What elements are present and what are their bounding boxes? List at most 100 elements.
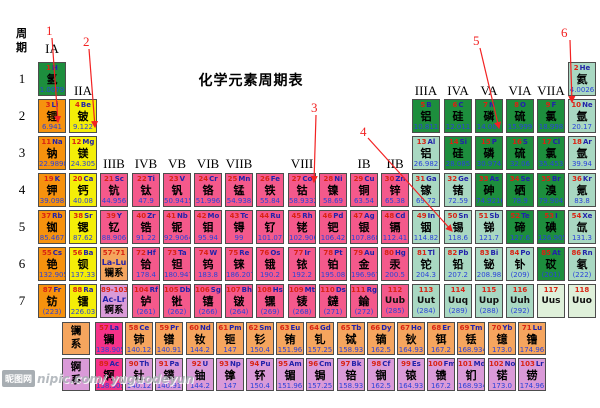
element-cell-Re[interactable]: 75Re 铼 186.207 xyxy=(225,247,253,281)
element-cell-Ba[interactable]: 56Ba 钡 137.33 xyxy=(69,247,97,281)
element-cell-Es[interactable]: 99Es 锿 164.93 xyxy=(397,358,425,391)
element-cell-K[interactable]: 19K 钾 39.098 xyxy=(38,173,66,207)
element-cell-Ru[interactable]: 44Ru 钌 101.07 xyxy=(256,210,284,244)
element-cell-F[interactable]: 9F 氯 18.998 xyxy=(537,99,565,133)
element-cell-Uup[interactable]: 115 Uup (288) xyxy=(475,284,503,318)
element-cell-Au[interactable]: 79Au 金 196.967 xyxy=(350,247,378,281)
element-cell-Si[interactable]: 14Si 硅 28.085 xyxy=(444,136,472,170)
element-cell-Be[interactable]: 4Be 铍 9.122 xyxy=(69,99,97,133)
element-cell-Nb[interactable]: 41Nb 铌 92.9064 xyxy=(163,210,191,244)
element-cell-Ra[interactable]: 88Ra 镭 226.03 xyxy=(69,284,97,318)
element-cell-He[interactable]: 2He 氦 4.0026 xyxy=(568,62,596,96)
element-cell-Sn[interactable]: 50Sn 锡 118.6 xyxy=(444,210,472,244)
element-cell-Rb[interactable]: 37Rb 铷 85.467 xyxy=(38,210,66,244)
element-cell-Ds[interactable]: 110Ds 鐽 (271) xyxy=(319,284,347,318)
element-cell-Pa[interactable]: 91Pa 镤 140.91 xyxy=(155,358,183,391)
element-cell-Mg[interactable]: 12Mg 镁 24.305 xyxy=(69,136,97,170)
element-cell-Na[interactable]: 11Na 钠 22.9898 xyxy=(38,136,66,170)
element-cell-Fm[interactable]: 100Fm 镄 167.2 xyxy=(427,358,455,391)
element-cell-Cl[interactable]: 17Cl 氯 35.453 xyxy=(537,136,565,170)
element-cell-Zn[interactable]: 30Zn 锌 65.38 xyxy=(381,173,409,207)
element-cell-Ir[interactable]: 77Ir 铱 192.2 xyxy=(288,247,316,281)
element-cell-Hf[interactable]: 72Hf 铪 178.4 xyxy=(132,247,160,281)
element-cell-Tm[interactable]: 69Tm 铥 168.934 xyxy=(457,322,485,355)
element-cell-Dy[interactable]: 66Dy 镝 162.5 xyxy=(367,322,395,355)
element-cell-H[interactable]: 1H 氢 1.0079 xyxy=(38,62,66,96)
element-cell-Bi[interactable]: 83Bi 铋 208.98 xyxy=(475,247,503,281)
element-cell-Cu[interactable]: 29Cu 铜 63.54 xyxy=(350,173,378,207)
element-cell-In[interactable]: 49In 铟 114.82 xyxy=(412,210,440,244)
element-cell-Se[interactable]: 34Se 硒 78.9 xyxy=(506,173,534,207)
element-cell-Th[interactable]: 90Th 钍 140.12 xyxy=(125,358,153,391)
element-cell-Bh[interactable]: 107Bh 𬭛 (264) xyxy=(225,284,253,318)
element-cell-Kr[interactable]: 36Kr 氪 83.8 xyxy=(568,173,596,207)
element-cell-La-Lu[interactable]: 57-71 La-Lu 镧系 xyxy=(100,247,128,281)
element-cell-P[interactable]: 15P 磷 30.974 xyxy=(475,136,503,170)
element-cell-Hs[interactable]: 108Hs 𬭶 (269) xyxy=(256,284,284,318)
element-cell-N[interactable]: 7N 磷 14.007 xyxy=(475,99,503,133)
element-cell-As[interactable]: 33As 砷 74.9216 xyxy=(475,173,503,207)
element-cell-Rh[interactable]: 45Rh 铑 102.906 xyxy=(288,210,316,244)
element-cell-Cr[interactable]: 24Cr 铬 51.996 xyxy=(194,173,222,207)
element-cell-Tl[interactable]: 81Tl 铊 204.3 xyxy=(412,247,440,281)
element-cell-Ge[interactable]: 32Ge 锗 72.59 xyxy=(444,173,472,207)
element-cell-U[interactable]: 92U 铀 144.2 xyxy=(186,358,214,391)
element-cell-Am[interactable]: 95Am 镅 151.96 xyxy=(276,358,304,391)
element-cell-Sb[interactable]: 51Sb 锑 121.7 xyxy=(475,210,503,244)
element-cell-B[interactable]: 5B 铝 10.811 xyxy=(412,99,440,133)
element-cell-Br[interactable]: 35Br 溴 79.904 xyxy=(537,173,565,207)
element-cell-Cm[interactable]: 96Cm 锔 157.25 xyxy=(306,358,334,391)
element-cell-Mn[interactable]: 25Mn 锰 54.938 xyxy=(225,173,253,207)
element-cell-Gd[interactable]: 64Gd 钆 157.25 xyxy=(306,322,334,355)
element-cell-Uuq[interactable]: 114 Uuq (289) xyxy=(444,284,472,318)
element-cell-Sr[interactable]: 38Sr 锶 87.62 xyxy=(69,210,97,244)
element-cell-Fr[interactable]: 87Fr 钫 (223) xyxy=(38,284,66,318)
element-cell-Cf[interactable]: 98Cf 锎 162.5 xyxy=(367,358,395,391)
element-cell-Pr[interactable]: 59Pr 镨 140.91 xyxy=(155,322,183,355)
element-cell-Db[interactable]: 105Db 𬭊 (262) xyxy=(163,284,191,318)
element-cell-Ca[interactable]: 20Ca 钙 40.08 xyxy=(69,173,97,207)
element-cell-V[interactable]: 23V 钒 50.9415 xyxy=(163,173,191,207)
element-cell-Al[interactable]: 13Al 铝 26.982 xyxy=(412,136,440,170)
element-cell-I[interactable]: 53I 碘 126.905 xyxy=(537,210,565,244)
element-cell-Li[interactable]: 3Li 锂 6.941 xyxy=(38,99,66,133)
element-cell-Po[interactable]: 84Po 钋 (209) xyxy=(506,247,534,281)
element-cell-Np[interactable]: 93Np 镎 147 xyxy=(216,358,244,391)
element-cell-Lu[interactable]: 71Lu 镥 174.96 xyxy=(518,322,546,355)
element-cell-Eu[interactable]: 63Eu 铕 151.96 xyxy=(276,322,304,355)
element-cell-Rf[interactable]: 104Rf 𬬻 (261) xyxy=(132,284,160,318)
element-cell-Sm[interactable]: 62Sm 钐 150.4 xyxy=(246,322,274,355)
element-cell-Sc[interactable]: 21Sc 钪 44.956 xyxy=(100,173,128,207)
element-cell-Pm[interactable]: 61Pm 钷 147 xyxy=(216,322,244,355)
element-cell-Fe[interactable]: 26Fe 铁 55.84 xyxy=(256,173,284,207)
element-cell-Ac[interactable]: 89Ac 锕 138.905 xyxy=(95,358,123,391)
element-cell-Tc[interactable]: 43Tc 锝 99 xyxy=(225,210,253,244)
element-cell-Y[interactable]: 39Y 钇 88.906 xyxy=(100,210,128,244)
element-cell-Ac-Lr[interactable]: 89-103 Ac-Lr 锕系 xyxy=(100,284,128,318)
element-cell-Co[interactable]: 27Co 钴 58.9332 xyxy=(288,173,316,207)
element-cell-Ar[interactable]: 18Ar 氩 39.94 xyxy=(568,136,596,170)
element-cell-Xe[interactable]: 54Xe 氙 131.3 xyxy=(568,210,596,244)
element-cell-Uuh[interactable]: 116 Uuh (292) xyxy=(506,284,534,318)
element-cell-Bk[interactable]: 97Bk 锫 158.93 xyxy=(337,358,365,391)
element-cell-C[interactable]: 6C 硅 12.011 xyxy=(444,99,472,133)
element-cell-At[interactable]: 85At 砹 (201) xyxy=(537,247,565,281)
element-cell-Rn[interactable]: 86Rn 氡 (222) xyxy=(568,247,596,281)
element-cell-Pt[interactable]: 78Pt 铂 195.08 xyxy=(319,247,347,281)
element-cell-Uuo[interactable]: 118 Uuo xyxy=(568,284,596,318)
element-cell-Pb[interactable]: 82Pb 铅 207.2 xyxy=(444,247,472,281)
element-cell-Uub[interactable]: 112 Uub (285) xyxy=(381,284,409,318)
element-cell-Ho[interactable]: 67Ho 钬 164.93 xyxy=(397,322,425,355)
element-cell-Cs[interactable]: 55Cs 铯 132.905 xyxy=(38,247,66,281)
element-cell-Pd[interactable]: 46Pd 钯 106.42 xyxy=(319,210,347,244)
element-cell-Uut[interactable]: 113 Uut (284) xyxy=(412,284,440,318)
element-cell-Uus[interactable]: 117 Uus xyxy=(537,284,565,318)
element-cell-Ga[interactable]: 31Ga 镓 69.72 xyxy=(412,173,440,207)
element-cell-Os[interactable]: 76Os 锇 190.2 xyxy=(256,247,284,281)
element-cell-Ta[interactable]: 73Ta 钽 180.947 xyxy=(163,247,191,281)
element-cell-Zr[interactable]: 40Zr 锆 91.22 xyxy=(132,210,160,244)
element-cell-Md[interactable]: 101Md 钔 168.934 xyxy=(457,358,485,391)
element-cell-Cd[interactable]: 48Cd 镉 112.41 xyxy=(381,210,409,244)
element-cell-Er[interactable]: 68Er 铒 167.2 xyxy=(427,322,455,355)
element-cell-No[interactable]: 102No 锘 173.0 xyxy=(488,358,516,391)
